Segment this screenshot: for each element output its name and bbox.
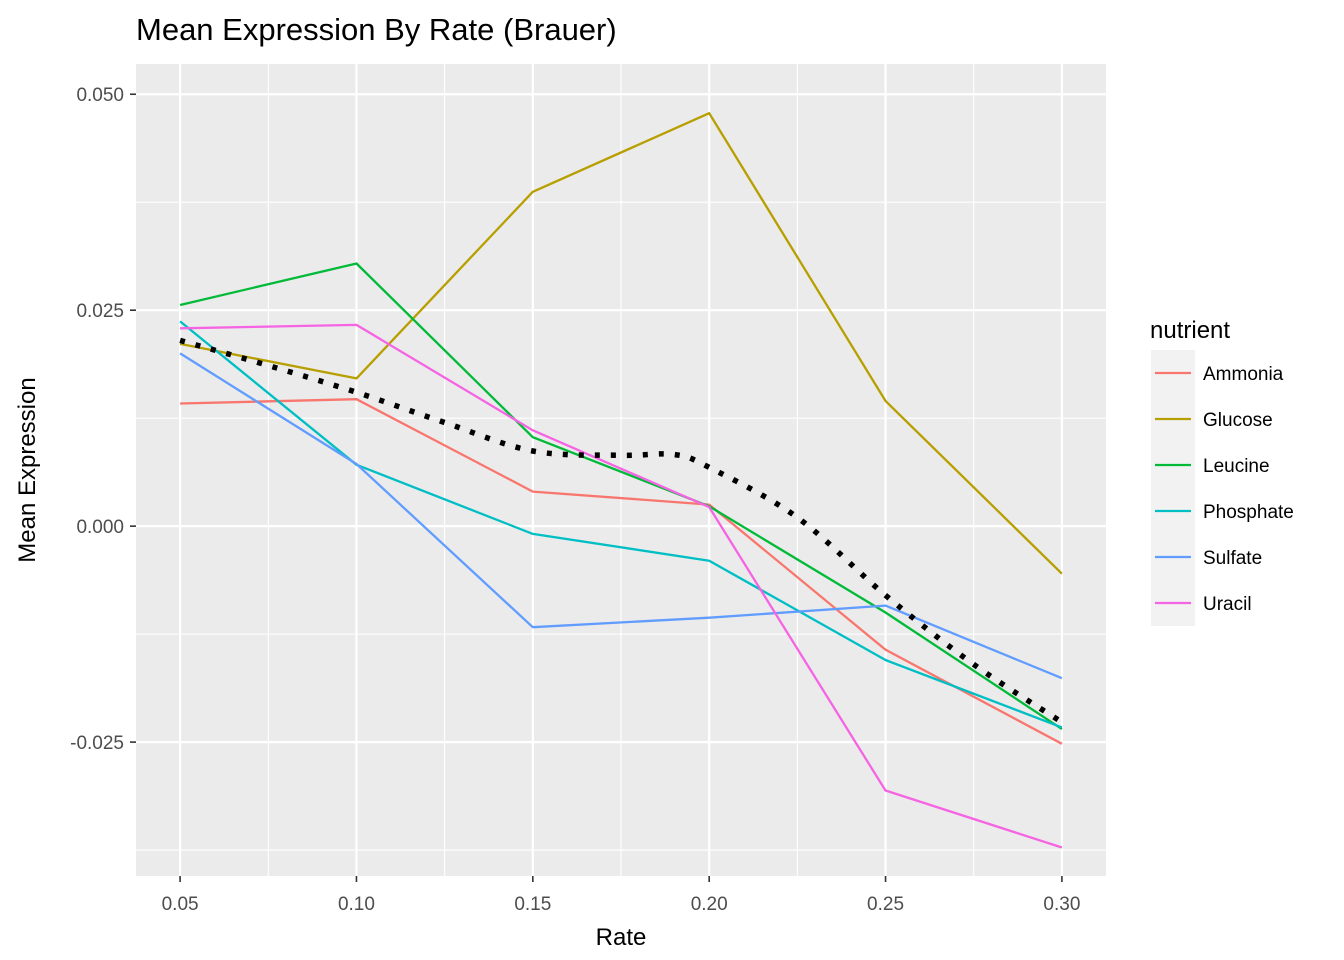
y-axis: -0.025 0.000 0.025 0.050 xyxy=(70,85,136,754)
x-axis-title: Rate xyxy=(596,924,647,951)
series-line-phosphate xyxy=(179,320,1063,729)
legend-label-ammonia: Ammonia xyxy=(1203,364,1284,385)
x-tick-label: 0.25 xyxy=(867,894,904,915)
x-tick-label: 0.05 xyxy=(162,894,199,915)
major-gridlines xyxy=(136,64,1106,876)
legend: nutrient Ammonia Glucose Leucine Phosphate S… xyxy=(1150,317,1294,626)
legend-label-leucine: Leucine xyxy=(1203,456,1270,477)
x-tick-label: 0.30 xyxy=(1043,894,1080,915)
series-line-uracil xyxy=(180,323,1063,849)
legend-label-phosphate: Phosphate xyxy=(1203,502,1294,523)
y-tick-label: 0.000 xyxy=(76,517,124,538)
legend-label-glucose: Glucose xyxy=(1203,410,1273,431)
legend-title: nutrient xyxy=(1150,317,1230,344)
series-line-ammonia xyxy=(180,398,1063,745)
x-tick-label: 0.15 xyxy=(514,894,551,915)
series-line-leucine xyxy=(179,262,1063,731)
y-axis-title: Mean Expression xyxy=(14,377,41,562)
y-tick-label: 0.025 xyxy=(76,301,124,322)
legend-label-uracil: Uracil xyxy=(1203,594,1252,615)
legend-label-sulfate: Sulfate xyxy=(1203,548,1262,569)
x-tick-label: 0.20 xyxy=(691,894,728,915)
y-tick-label: -0.025 xyxy=(70,733,124,754)
y-tick-label: 0.050 xyxy=(76,85,124,106)
chart-title: Mean Expression By Rate (Brauer) xyxy=(136,12,617,47)
x-axis: 0.05 0.10 0.15 0.20 0.25 0.30 xyxy=(162,876,1080,915)
series-line-glucose xyxy=(179,112,1063,575)
x-tick-label: 0.10 xyxy=(338,894,375,915)
